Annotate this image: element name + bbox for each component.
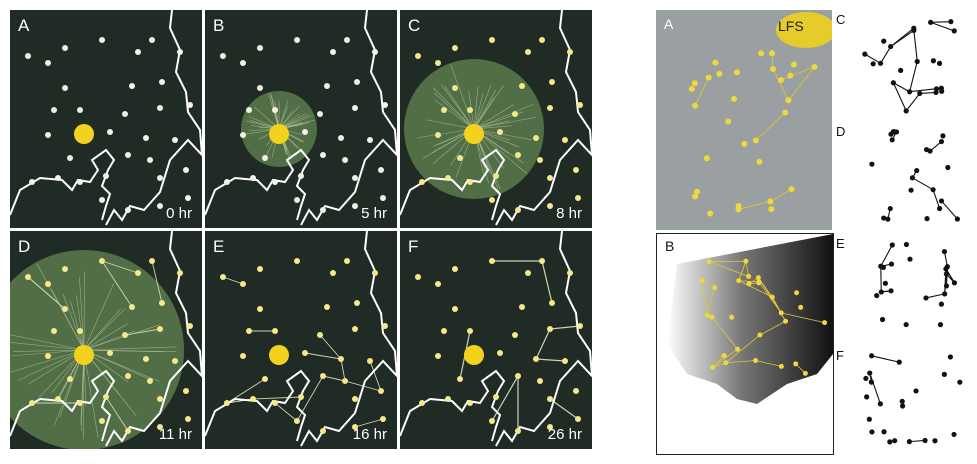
graph-label: D: [836, 124, 846, 139]
graph-label: F: [836, 348, 844, 363]
photo-a-corner-text: LFS: [778, 18, 804, 34]
panel-label: A: [18, 16, 30, 35]
graph-label: E: [836, 236, 845, 251]
network-graph-f: F: [836, 346, 966, 454]
panel-time: 26 hr: [547, 426, 582, 443]
panel-time: 5 hr: [361, 205, 387, 222]
panel-label: F: [408, 237, 419, 256]
panel-time: 8 hr: [556, 205, 582, 222]
network-graph-d: D: [836, 122, 966, 230]
petri-panel-e: E 16 hr: [205, 231, 397, 449]
panel-time: 16 hr: [352, 426, 387, 443]
panel-label: C: [408, 16, 421, 35]
photo-b-map-overlay: B: [656, 233, 834, 455]
mold-origin: [74, 345, 94, 365]
petri-panel-a: A 0 hr: [10, 10, 202, 228]
panel-label: B: [213, 16, 225, 35]
mold-origin: [269, 124, 289, 144]
panel-time: 11 hr: [158, 426, 192, 443]
mold-origin: [464, 124, 484, 144]
network-graph-e: E: [836, 234, 966, 342]
panel-time: 0 hr: [166, 205, 192, 222]
petri-panel-c: C 8 hr: [400, 10, 592, 228]
petri-panel-f: F 26 hr: [400, 231, 592, 449]
network-graph-c: C: [836, 10, 966, 118]
panel-label: E: [213, 237, 225, 256]
petri-panel-d: D 11 hr: [10, 231, 202, 449]
mold-origin: [269, 345, 289, 365]
panel-label: D: [18, 237, 31, 256]
petri-panel-b: B 5 hr: [205, 10, 397, 228]
photo-a-network: A LFS: [656, 10, 832, 230]
photo-b-label: B: [665, 238, 675, 254]
mold-origin: [464, 345, 484, 365]
photo-a-label: A: [664, 16, 674, 32]
graph-label: C: [836, 12, 846, 27]
mold-origin: [74, 124, 94, 144]
